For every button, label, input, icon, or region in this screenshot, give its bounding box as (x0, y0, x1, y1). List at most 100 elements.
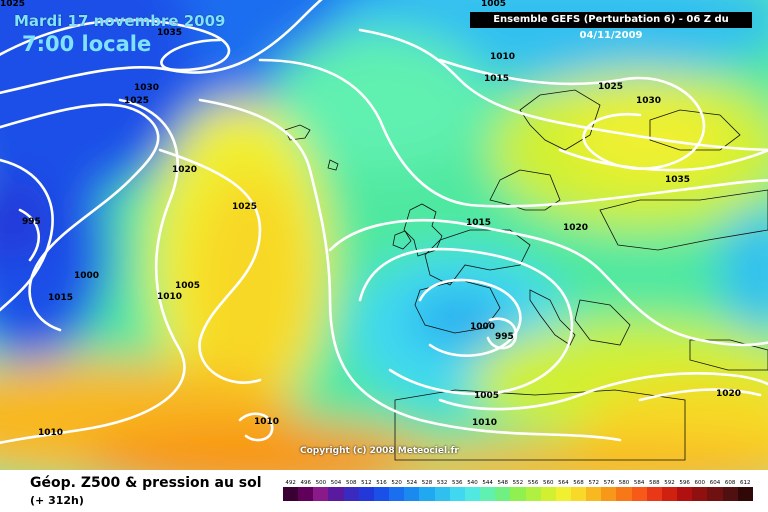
isobar-label: 1010 (490, 52, 515, 62)
scale-swatch (646, 487, 662, 501)
scale-swatch (480, 487, 496, 501)
run-info-box: Ensemble GEFS (Perturbation 6) - 06 Z du… (470, 12, 752, 41)
scale-value: 580 (618, 480, 630, 486)
scale-swatch (707, 487, 723, 501)
scale-value: 564 (558, 480, 569, 486)
scale-value: 540 (467, 480, 478, 486)
color-scale-swatches (283, 487, 753, 501)
isobar-label: 1015 (466, 218, 491, 228)
scale-value: 596 (679, 480, 690, 486)
isobar-label: 995 (495, 332, 514, 342)
isobar-label: 1005 (474, 391, 499, 401)
isobar-label: 1025 (124, 96, 149, 106)
isobar-label: 1010 (38, 428, 63, 438)
scale-value: 576 (603, 480, 615, 486)
isobar-label: 1025 (0, 0, 25, 9)
scale-swatch (677, 487, 693, 501)
coastlines (284, 89, 768, 461)
scale-value: 508 (345, 480, 357, 486)
forecast-date: Mardi 17 novembre 2009 (14, 12, 226, 30)
isobar-label: 1015 (484, 74, 509, 84)
scale-value: 560 (542, 480, 554, 486)
scale-swatch (586, 487, 602, 501)
isobar-label: 1010 (472, 418, 497, 428)
scale-swatch (434, 487, 450, 501)
isobar-label: 1025 (598, 82, 623, 92)
isobar-label: 1035 (157, 28, 182, 38)
scale-swatch (404, 487, 420, 501)
isobar-label: 1000 (74, 271, 99, 281)
scale-value: 532 (436, 480, 448, 486)
scale-value: 584 (633, 480, 645, 486)
isobar-labels: 1025 1035 1005 1010 1015 1030 1025 1025 … (0, 0, 741, 438)
isobar-label: 1020 (563, 223, 588, 233)
scale-value: 588 (649, 480, 660, 486)
scale-swatch (464, 487, 481, 501)
scale-value: 544 (482, 480, 493, 486)
scale-swatch (298, 487, 314, 501)
scale-value: 512 (361, 480, 372, 486)
scale-value: 600 (694, 480, 706, 486)
scale-value: 552 (512, 480, 524, 486)
scale-value: 536 (452, 480, 463, 486)
isobar-label: 995 (22, 217, 41, 227)
scale-swatch (373, 487, 390, 501)
scale-value: 500 (315, 480, 327, 486)
scale-swatch (570, 487, 587, 501)
isobar-label: 1000 (470, 322, 495, 332)
scale-swatch (343, 487, 359, 501)
scale-swatch (601, 487, 617, 501)
scale-swatch (631, 487, 647, 501)
scale-value: 572 (588, 480, 599, 486)
scale-swatch (313, 487, 329, 501)
copyright-text: Copyright (c) 2008 Meteociel.fr (300, 446, 459, 456)
legend-footer: Géop. Z500 & pression au sol (+ 312h) 49… (0, 470, 768, 512)
isobar-label: 1020 (172, 165, 197, 175)
weather-map: 1025 1035 1005 1010 1015 1030 1025 1025 … (0, 0, 768, 470)
isobar-label: 1020 (716, 389, 741, 399)
scale-swatch (283, 487, 299, 501)
scale-swatch (555, 487, 571, 501)
forecast-local-time: 7:00 locale (22, 32, 152, 56)
scale-value: 548 (497, 480, 509, 486)
scale-swatch (389, 487, 405, 501)
color-scale-labels: 492 496 500 504 508 512 516 520 524 528 532 536 540 5… (283, 480, 753, 486)
scale-swatch (692, 487, 708, 501)
map-title: Géop. Z500 & pression au sol (30, 475, 262, 491)
scale-swatch (510, 487, 526, 501)
isobar-label: 1005 (175, 281, 200, 291)
scale-value: 592 (664, 480, 675, 486)
scale-swatch (358, 487, 374, 501)
scale-value: 556 (527, 480, 539, 486)
isobar-label: 1010 (254, 417, 279, 427)
scale-swatch (722, 487, 738, 501)
isobar-label: 1025 (232, 202, 257, 212)
scale-swatch (449, 487, 465, 501)
scale-swatch (661, 487, 678, 501)
scale-swatch (525, 487, 541, 501)
scale-swatch (419, 487, 435, 501)
isobar-label: 1030 (636, 96, 661, 106)
scale-value: 604 (709, 480, 721, 486)
scale-value: 492 (285, 480, 296, 486)
scale-value: 524 (406, 480, 418, 486)
color-scale: 492 496 500 504 508 512 516 520 524 528 532 536 540 5… (283, 480, 753, 501)
geopotential-fill (0, 0, 768, 470)
isobar-lines (0, 0, 768, 445)
isobar-label: 1005 (481, 0, 506, 9)
forecast-offset: (+ 312h) (30, 494, 84, 507)
scale-value: 528 (421, 480, 433, 486)
scale-swatch (328, 487, 344, 501)
scale-swatch (540, 487, 556, 501)
isobar-label: 1035 (665, 175, 690, 185)
scale-swatch (495, 487, 511, 501)
scale-value: 568 (573, 480, 584, 486)
scale-value: 504 (330, 480, 342, 486)
isobar-label: 1015 (48, 293, 73, 303)
scale-value: 608 (724, 480, 736, 486)
scale-swatch (737, 487, 753, 501)
scale-swatch (616, 487, 632, 501)
scale-value: 496 (300, 480, 311, 486)
scale-value: 516 (376, 480, 387, 486)
